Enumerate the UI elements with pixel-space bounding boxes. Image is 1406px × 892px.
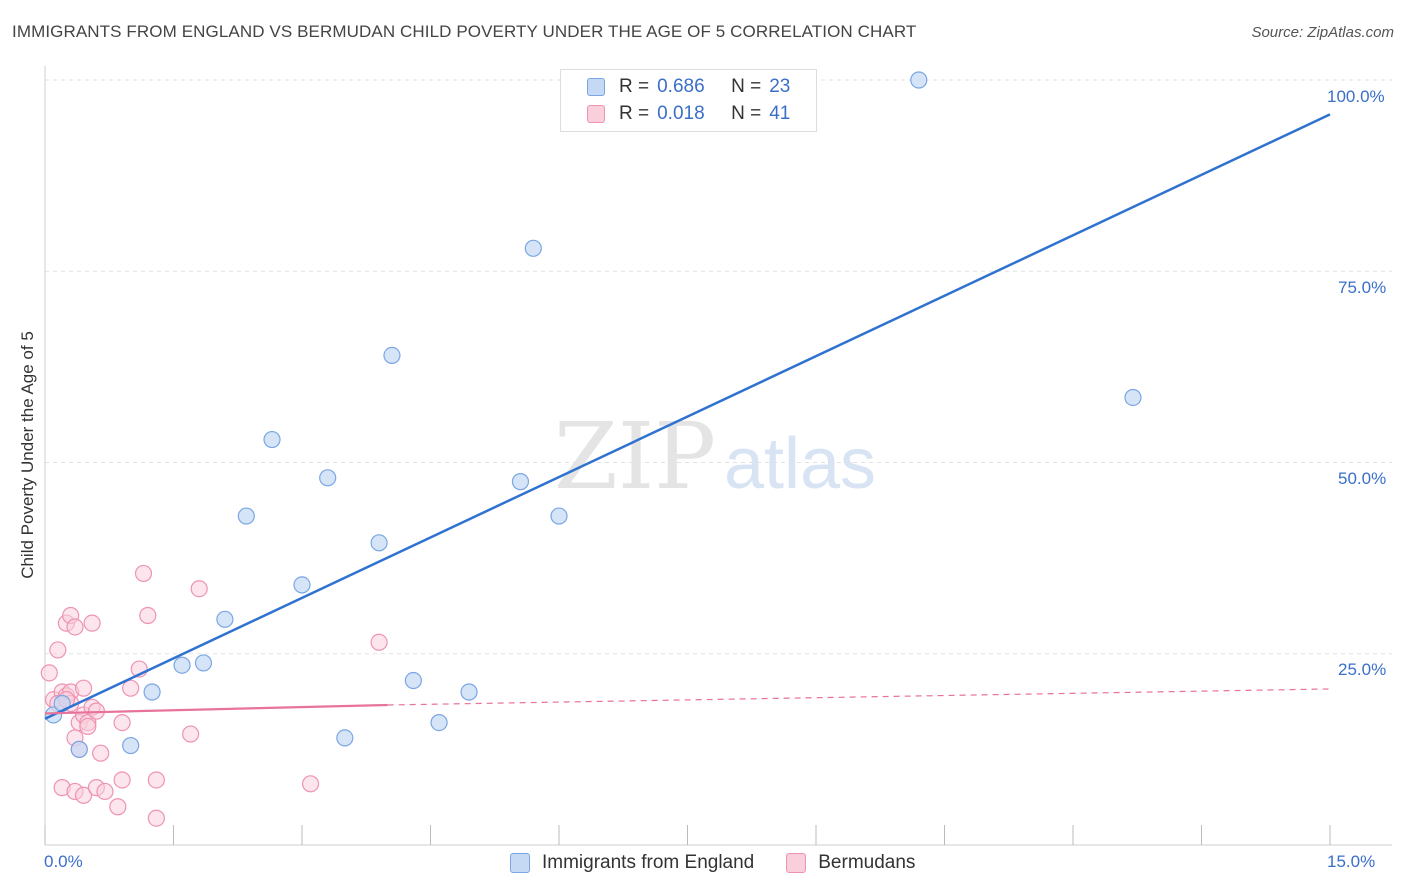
bermudans-point: [66, 618, 84, 636]
bermudans-point: [79, 717, 97, 736]
bermudans-point: [113, 771, 131, 789]
bermudans-point: [139, 606, 157, 625]
bermudans-point: [109, 798, 127, 816]
bermudans-point: [74, 679, 93, 697]
bermudans-point: [301, 775, 320, 793]
england-point: [70, 740, 88, 758]
england-point: [910, 71, 928, 89]
bermudans-point: [134, 564, 153, 583]
england-point: [370, 534, 388, 552]
bermudans-point: [122, 679, 140, 697]
bottom-legend-swatch-bermudans: [786, 853, 807, 873]
england-point: [383, 346, 401, 364]
x-tick-max: 15.0%: [1327, 852, 1376, 871]
legend-r-label: R =: [619, 76, 650, 97]
bermudans-point: [190, 580, 208, 598]
legend-r-label: R =: [619, 103, 650, 124]
axes: [44, 66, 1392, 846]
england-point: [143, 683, 161, 701]
watermark-zip: ZIP: [554, 403, 716, 510]
bottom-legend-label-bermudans: Bermudans: [818, 852, 916, 873]
bermudans-trend-line: [44, 703, 388, 715]
england-point: [430, 713, 448, 732]
y-tick-100: 100.0%: [1327, 87, 1385, 106]
england-point: [336, 729, 354, 747]
bermudans-point: [74, 786, 93, 804]
england-point: [216, 610, 234, 628]
legend-r-value: 0.018: [657, 103, 705, 124]
bermudans-trend-extension: [387, 688, 1331, 706]
bermudans-point: [96, 782, 114, 801]
bermudans-point: [40, 664, 58, 682]
y-tick-50: 50.0%: [1338, 469, 1387, 488]
england-point: [1124, 388, 1142, 407]
england-point: [237, 507, 255, 525]
y-tick-75: 75.0%: [1338, 278, 1387, 297]
england-point: [122, 736, 140, 755]
watermark: ZIP atlas: [554, 403, 876, 510]
england-point: [173, 656, 191, 674]
stats-legend: R = 0.686 N = 23 R = 0.018 N = 41: [560, 69, 817, 132]
bottom-legend-england: Immigrants from England: [510, 852, 754, 874]
bermudans-point: [49, 641, 67, 659]
x-tick-min: 0.0%: [44, 852, 83, 871]
bermudans-point: [147, 771, 165, 789]
england-point: [293, 576, 311, 594]
grid-lines: [45, 79, 1392, 655]
bottom-legend: Immigrants from England Bermudans: [510, 852, 947, 874]
y-axis-label: Child Poverty Under the Age of 5: [18, 331, 37, 579]
bermudans-point: [182, 725, 200, 743]
legend-row-bermudans: R = 0.018 N = 41: [587, 102, 790, 126]
england-point: [460, 683, 478, 701]
legend-row-england: R = 0.686 N = 23: [587, 75, 790, 99]
legend-r-value: 0.686: [657, 76, 705, 97]
england-point: [524, 239, 542, 257]
england-point: [319, 469, 337, 487]
bermudans-point: [113, 713, 131, 732]
chart-title: IMMIGRANTS FROM ENGLAND VS BERMUDAN CHIL…: [12, 22, 917, 41]
bermudans-point: [83, 614, 101, 632]
legend-n-value: 41: [769, 103, 791, 124]
trend-lines: [44, 113, 1331, 720]
legend-n-value: 23: [769, 76, 791, 97]
england-point: [404, 671, 422, 690]
y-tick-25: 25.0%: [1338, 660, 1387, 679]
england-point: [550, 507, 568, 525]
bermudans-point: [147, 809, 165, 827]
bermudans-point: [92, 744, 110, 762]
england-point: [194, 654, 213, 672]
legend-swatch-england: [587, 78, 605, 96]
legend-n-label: N =: [731, 76, 762, 97]
legend-n-label: N =: [731, 103, 762, 124]
watermark-atlas: atlas: [724, 424, 876, 504]
bottom-legend-bermudans: Bermudans: [786, 852, 915, 874]
source-label: Source: ZipAtlas.com: [1251, 24, 1394, 41]
england-point: [511, 473, 530, 491]
england-point: [263, 430, 281, 449]
england-trend-line: [44, 113, 1331, 720]
bermudans-point: [370, 633, 388, 651]
legend-swatch-bermudans: [587, 105, 605, 123]
bottom-legend-label-england: Immigrants from England: [542, 852, 755, 873]
bottom-legend-swatch-england: [510, 853, 530, 873]
